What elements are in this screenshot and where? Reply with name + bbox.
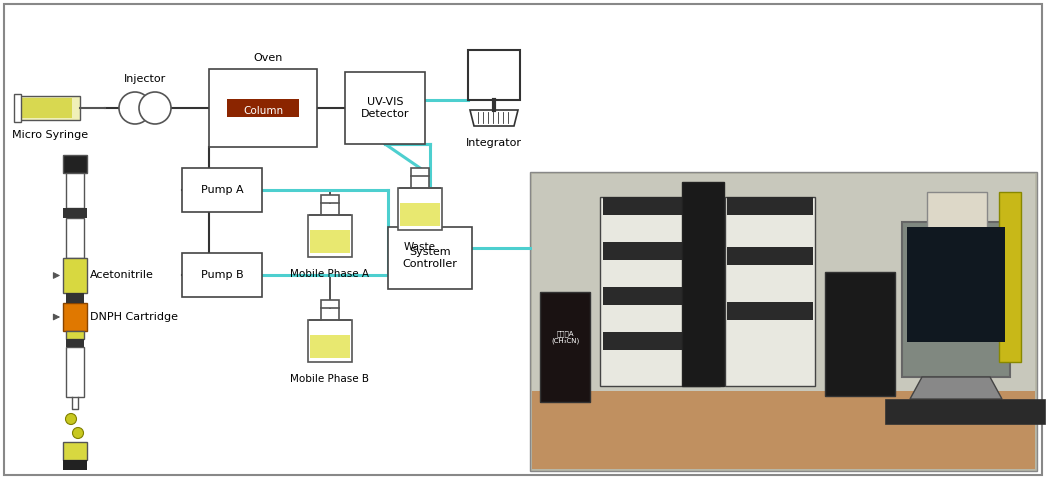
FancyBboxPatch shape: [63, 460, 87, 470]
FancyBboxPatch shape: [602, 287, 717, 305]
FancyBboxPatch shape: [600, 197, 720, 386]
FancyBboxPatch shape: [345, 72, 425, 144]
FancyBboxPatch shape: [66, 331, 84, 339]
FancyBboxPatch shape: [182, 253, 262, 297]
FancyBboxPatch shape: [885, 399, 1045, 424]
FancyBboxPatch shape: [602, 242, 717, 260]
FancyBboxPatch shape: [66, 347, 84, 397]
FancyBboxPatch shape: [682, 182, 724, 386]
FancyBboxPatch shape: [66, 173, 84, 208]
FancyBboxPatch shape: [63, 208, 87, 218]
Text: System
Controller: System Controller: [403, 247, 457, 269]
FancyBboxPatch shape: [602, 197, 717, 215]
FancyBboxPatch shape: [63, 303, 87, 331]
FancyBboxPatch shape: [4, 4, 1042, 475]
FancyBboxPatch shape: [727, 302, 813, 320]
FancyBboxPatch shape: [66, 218, 84, 258]
FancyBboxPatch shape: [66, 339, 84, 347]
FancyBboxPatch shape: [227, 99, 299, 117]
FancyBboxPatch shape: [727, 247, 813, 265]
FancyBboxPatch shape: [321, 300, 339, 308]
FancyBboxPatch shape: [927, 192, 987, 262]
FancyBboxPatch shape: [63, 155, 87, 173]
Text: Column: Column: [243, 106, 283, 116]
Text: UV-VIS
Detector: UV-VIS Detector: [361, 97, 409, 119]
Text: Pump A: Pump A: [201, 185, 244, 195]
FancyBboxPatch shape: [400, 203, 440, 226]
Text: 이동상A
(CH₃CN): 이동상A (CH₃CN): [551, 330, 579, 344]
FancyBboxPatch shape: [397, 188, 442, 230]
FancyBboxPatch shape: [18, 96, 79, 120]
FancyBboxPatch shape: [999, 192, 1021, 362]
FancyBboxPatch shape: [530, 172, 1037, 471]
FancyBboxPatch shape: [727, 197, 813, 215]
FancyBboxPatch shape: [14, 94, 21, 122]
FancyBboxPatch shape: [907, 227, 1005, 342]
FancyBboxPatch shape: [209, 69, 317, 147]
FancyBboxPatch shape: [411, 168, 429, 176]
FancyBboxPatch shape: [310, 335, 350, 358]
Text: Pump B: Pump B: [201, 270, 244, 280]
FancyBboxPatch shape: [388, 227, 472, 289]
FancyBboxPatch shape: [540, 292, 590, 402]
Polygon shape: [910, 377, 1002, 399]
Circle shape: [139, 92, 170, 124]
FancyBboxPatch shape: [310, 230, 350, 253]
Text: Injector: Injector: [123, 74, 166, 84]
FancyBboxPatch shape: [63, 258, 87, 293]
Circle shape: [119, 92, 151, 124]
Circle shape: [72, 427, 84, 438]
FancyBboxPatch shape: [602, 332, 717, 350]
FancyBboxPatch shape: [308, 320, 353, 362]
FancyBboxPatch shape: [182, 168, 262, 212]
Circle shape: [66, 413, 76, 424]
Text: Oven: Oven: [253, 53, 282, 63]
Text: Micro Syringe: Micro Syringe: [12, 130, 88, 140]
Text: DNPH Cartridge: DNPH Cartridge: [90, 312, 178, 322]
Polygon shape: [470, 110, 518, 126]
FancyBboxPatch shape: [902, 222, 1010, 377]
Text: Waste: Waste: [404, 242, 436, 252]
FancyBboxPatch shape: [63, 442, 87, 460]
FancyBboxPatch shape: [66, 293, 84, 303]
FancyBboxPatch shape: [825, 272, 895, 396]
Text: Acetonitrile: Acetonitrile: [90, 271, 154, 281]
FancyBboxPatch shape: [532, 391, 1034, 469]
Text: Mobile Phase A: Mobile Phase A: [291, 269, 369, 279]
Text: Mobile Phase B: Mobile Phase B: [291, 374, 369, 384]
Text: Integrator: Integrator: [467, 138, 522, 148]
FancyBboxPatch shape: [308, 215, 353, 257]
FancyBboxPatch shape: [725, 197, 815, 386]
FancyBboxPatch shape: [321, 195, 339, 203]
FancyBboxPatch shape: [468, 50, 520, 100]
FancyBboxPatch shape: [22, 98, 72, 118]
FancyBboxPatch shape: [532, 174, 1034, 469]
